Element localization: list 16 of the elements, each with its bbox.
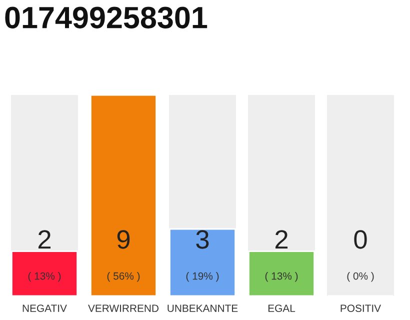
annotation: ( 56% ) xyxy=(107,272,140,282)
data-label: 2 xyxy=(275,230,288,249)
annotation: ( 13% ) xyxy=(265,272,298,282)
data-label: 3 xyxy=(196,230,209,249)
x-tick-label: VERWIRREND xyxy=(88,304,158,312)
x-tick-label: NEGATIV xyxy=(22,304,67,312)
data-label: 9 xyxy=(117,230,130,249)
annotation: ( 0% ) xyxy=(347,272,374,282)
annotation: ( 13% ) xyxy=(28,272,61,282)
x-tick-label: POSITIV xyxy=(340,304,382,312)
annotation: ( 19% ) xyxy=(186,272,219,282)
chart-title: 017499258301 xyxy=(5,6,208,28)
x-tick-label: UNBEKANNTE xyxy=(168,304,238,312)
x-tick-label: EGAL xyxy=(268,304,296,312)
data-label: 2 xyxy=(38,230,51,249)
data-label: 0 xyxy=(354,230,367,249)
